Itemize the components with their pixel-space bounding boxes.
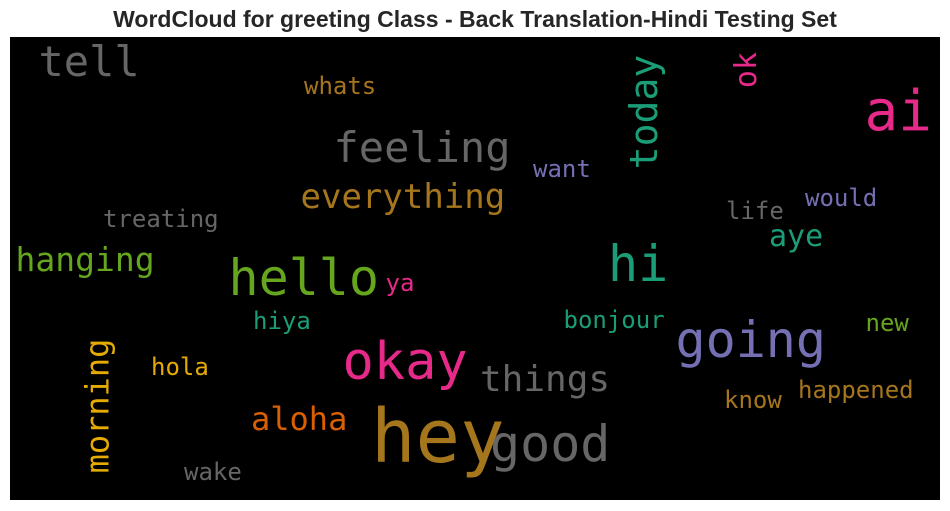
wordcloud-canvas: hey okay good hello going ai hi today tell feelin… — [10, 37, 940, 500]
word-hiya: hiya — [253, 307, 311, 335]
word-going: going — [675, 311, 827, 369]
word-aloha: aloha — [251, 400, 348, 438]
word-ya: ya — [385, 269, 415, 297]
word-ai: ai — [864, 79, 932, 144]
word-hey: hey — [371, 394, 505, 480]
word-treating: treating — [103, 205, 219, 233]
word-know: know — [724, 386, 782, 414]
word-whats: whats — [304, 72, 377, 100]
word-everything: everything — [300, 177, 506, 217]
word-hello: hello — [228, 249, 380, 307]
word-life: life — [726, 197, 784, 225]
chart-title: WordCloud for greeting Class - Back Tran… — [113, 6, 837, 32]
word-hi: hi — [608, 235, 669, 293]
word-tell: tell — [38, 37, 140, 86]
word-would: would — [805, 184, 878, 212]
word-new: new — [865, 309, 909, 337]
word-bonjour: bonjour — [563, 306, 665, 334]
word-today: today — [622, 54, 667, 170]
word-hola: hola — [151, 353, 209, 381]
word-wake: wake — [184, 458, 242, 486]
word-happened: happened — [798, 376, 914, 404]
word-want: want — [533, 155, 591, 183]
word-feeling: feeling — [333, 123, 511, 172]
word-things: things — [480, 359, 611, 400]
word-morning: morning — [77, 338, 116, 474]
word-ok: ok — [729, 51, 765, 89]
word-aye: aye — [769, 219, 824, 254]
word-good: good — [490, 415, 611, 473]
word-okay: okay — [342, 332, 468, 392]
word-hanging: hanging — [15, 239, 155, 279]
